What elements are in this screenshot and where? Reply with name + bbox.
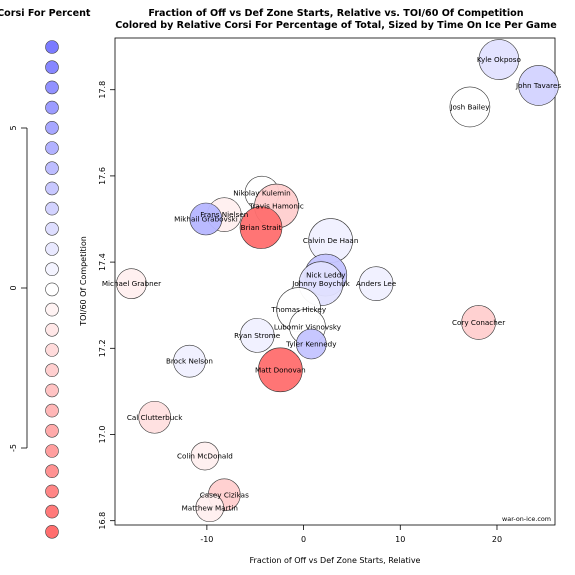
data-point (195, 493, 225, 523)
legend-swatch (45, 80, 59, 95)
point-label: Cal Clutterbuck (127, 413, 183, 422)
data-point (138, 400, 171, 434)
legend-swatch (45, 60, 59, 74)
point-label: Matt Donovan (255, 365, 306, 374)
legend-swatch (45, 464, 59, 479)
labels-layer: Kyle Okposo John Tavares Josh Bailey Nikola… (102, 55, 562, 512)
point-label: Cory Conacher (452, 318, 505, 327)
points-layer (116, 39, 559, 523)
point-label: Matthew Martin (182, 503, 238, 512)
legend-tick-label: -5 (9, 444, 18, 452)
point-label: Frans Nielsen (200, 210, 248, 219)
legend-swatch (45, 444, 59, 458)
point-label: Casey Cizikas (200, 490, 249, 499)
legend-swatch (45, 383, 59, 398)
legend-tick-label: 5 (9, 125, 18, 130)
legend-swatch (45, 181, 59, 196)
y-tick-label: 17.4 (98, 253, 107, 271)
data-point (461, 305, 496, 340)
data-point (116, 268, 147, 299)
color-legend (45, 40, 59, 539)
point-label: Mikhail Grabovski (174, 215, 238, 224)
x-axis-label: Fraction of Off vs Def Zone Starts, Rela… (250, 556, 421, 565)
point-label: John Tavares (515, 81, 561, 90)
point-label: Josh Bailey (449, 102, 490, 111)
data-point (296, 328, 327, 360)
data-point (239, 206, 283, 249)
legend-swatch (45, 363, 59, 378)
point-label: Ryan Strome (234, 331, 281, 340)
legend-swatch (45, 302, 59, 317)
chart-title: Fraction of Off vs Def Zone Starts, Rela… (148, 8, 523, 19)
data-point (478, 39, 520, 80)
x-axis: -10 0 10 20 (200, 525, 502, 544)
legend-swatch (45, 222, 59, 236)
legend-swatch (45, 504, 59, 519)
y-tick-label: 17.8 (98, 81, 107, 99)
point-label: Michael Grabner (102, 279, 161, 288)
point-label: Brock Nelson (166, 357, 213, 366)
legend-swatch (45, 242, 59, 256)
legend-swatch (45, 121, 59, 135)
legend-swatch (45, 40, 59, 54)
point-label: Thomas Hickey (270, 305, 326, 314)
point-label: Anders Lee (356, 279, 397, 288)
point-label: Nikolay Kulemin (233, 189, 291, 198)
point-label: Brian Strait (241, 223, 282, 232)
legend-swatch (45, 343, 59, 357)
legend-swatch (45, 322, 59, 337)
y-axis-label: TOI/60 Of Competition (79, 236, 88, 327)
legend-swatch (45, 403, 59, 418)
watermark: war-on-ice.com (502, 515, 551, 523)
legend-swatch (45, 201, 59, 216)
x-tick-label: -10 (200, 535, 213, 544)
plot-frame (114, 37, 556, 526)
point-label: Colin McDonald (177, 452, 233, 461)
legend-axis: 5 0 -5 (9, 125, 28, 452)
data-point (239, 318, 275, 353)
y-tick-label: 17.0 (98, 426, 107, 444)
data-point (258, 347, 303, 393)
legend-swatch (45, 161, 59, 175)
y-tick-label: 17.6 (98, 167, 107, 185)
legend-swatch (45, 141, 59, 155)
point-label: Calvin De Haan (303, 236, 359, 245)
chart-subtitle: Colored by Relative Corsi For Percentage… (115, 20, 557, 31)
point-label: Kyle Okposo (477, 55, 521, 64)
data-point (189, 202, 223, 236)
x-tick-label: 10 (395, 535, 405, 544)
legend-swatch (45, 282, 59, 297)
legend-swatch (45, 100, 59, 115)
y-axis: 16.8 17.0 17.2 17.4 17.6 17.8 (98, 81, 115, 530)
data-point (449, 86, 491, 128)
data-point (518, 65, 559, 106)
legend-title: Relative Corsi For Percent (0, 8, 91, 19)
point-label: Lubomir Visnovsky (274, 322, 342, 331)
y-tick-label: 16.8 (98, 512, 107, 530)
legend-tick-label: 0 (9, 285, 18, 290)
legend-swatch (45, 262, 59, 277)
data-point (358, 266, 394, 301)
point-label: Travis Hamonic (248, 202, 304, 211)
data-point (173, 344, 206, 378)
point-label: Nick Leddy (306, 271, 346, 280)
legend-swatch (45, 524, 59, 539)
point-label: Tyler Kennedy (285, 339, 337, 348)
legend-swatch (45, 484, 59, 499)
x-tick-label: 0 (301, 535, 306, 544)
y-tick-label: 17.2 (98, 339, 107, 357)
x-tick-label: 20 (492, 535, 502, 544)
data-point (190, 441, 220, 471)
legend-swatch (45, 423, 59, 438)
point-label: Johnny Boychuk (291, 279, 350, 288)
